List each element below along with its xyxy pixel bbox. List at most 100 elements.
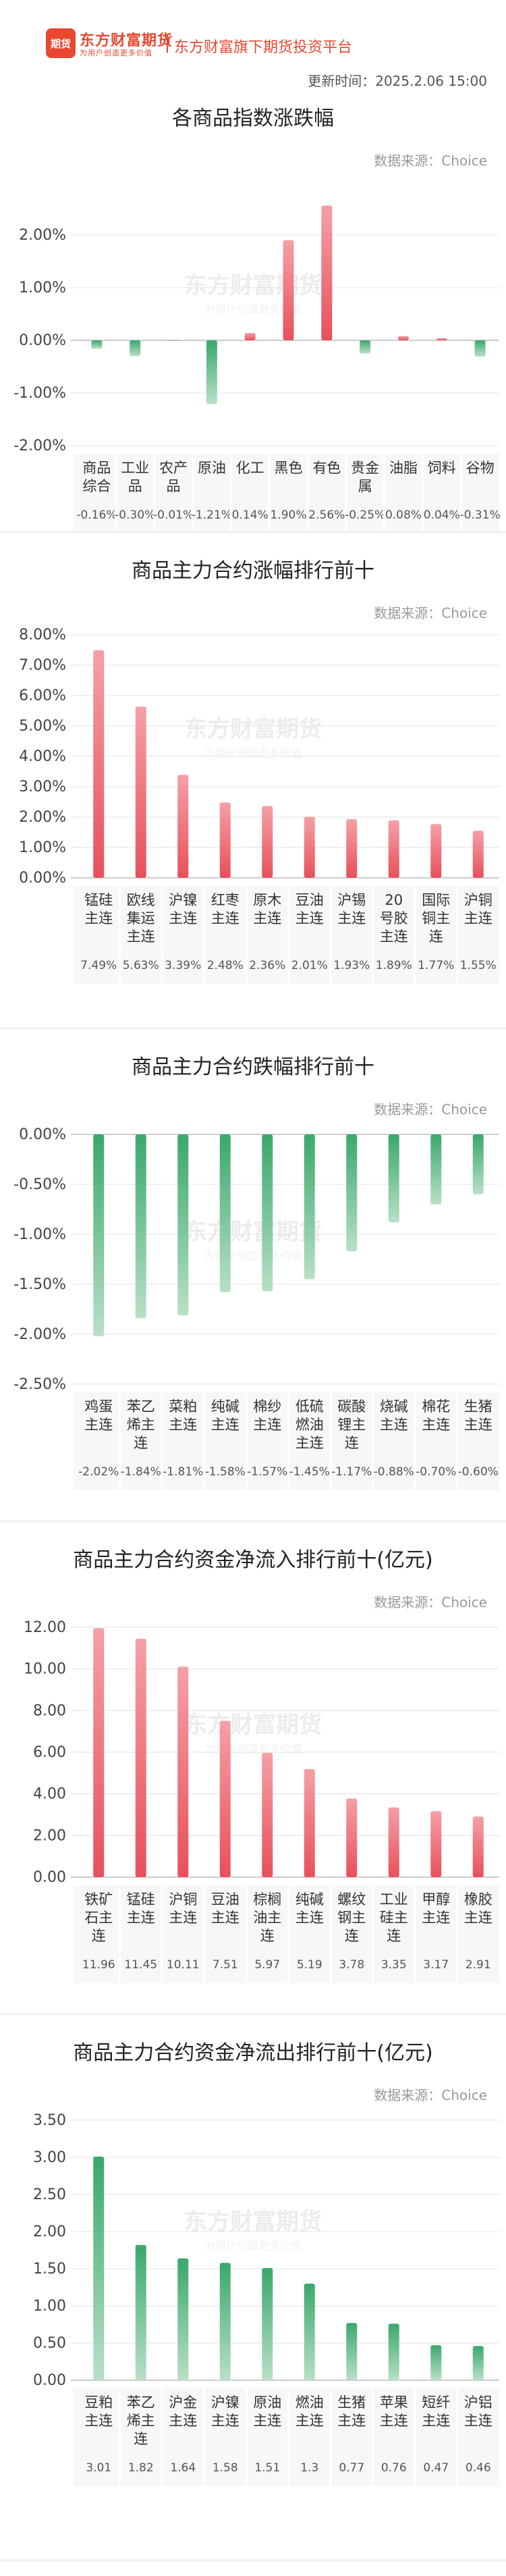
logo-slogan: 为用户创造更多价值 xyxy=(80,49,152,57)
value-label: 1.3 xyxy=(300,2461,318,2475)
y-tick-label: 12.00 xyxy=(24,1619,66,1636)
value-label: 5.19 xyxy=(297,1958,322,1972)
value-label: -1.58% xyxy=(205,1465,246,1479)
bar xyxy=(360,340,371,354)
value-label: 11.96 xyxy=(82,1958,115,1972)
y-tick-label: -2.00% xyxy=(13,1326,66,1343)
category-label: 碳酸锂主连 xyxy=(337,1398,366,1451)
chart-title: 商品主力合约资金净流入排行前十(亿元) xyxy=(73,1548,433,1572)
category-label: 烧碱主连 xyxy=(380,1398,408,1433)
category-label: 豆油主连 xyxy=(296,892,324,926)
data-source: 数据来源：Choice xyxy=(374,1101,487,1118)
watermark-slogan: 为用户创造更多价值 xyxy=(204,1249,302,1262)
value-label: 3.78 xyxy=(339,1958,364,1972)
value-label: -0.31% xyxy=(460,508,501,522)
bar xyxy=(472,831,484,878)
chart-section-3: 商品主力合约跌幅排行前十数据来源：Choice 东方财富期货为用户创造更多价值 -2… xyxy=(0,1030,506,1523)
y-tick-label: 6.00 xyxy=(33,1744,66,1761)
data-source: 数据来源：Choice xyxy=(374,1594,487,1610)
section-divider xyxy=(0,2013,506,2016)
bar xyxy=(346,1798,358,1877)
category-label: 橡胶主连 xyxy=(464,1891,493,1926)
chart-section-4: 商品主力合约资金净流入排行前十(亿元) 数据来源：Choice 东方财富期货 为用户创… xyxy=(0,1523,506,2016)
bottom-divider xyxy=(0,2559,506,2562)
bar xyxy=(472,2346,484,2380)
y-tick-label: 0.00% xyxy=(19,870,66,887)
value-label: 2.36% xyxy=(249,959,285,972)
value-label: 2.56% xyxy=(308,508,345,522)
category-label: 沪铜主连 xyxy=(169,1891,197,1926)
value-label: 1.64 xyxy=(170,2461,196,2475)
category-label: 红枣主连 xyxy=(211,892,240,926)
value-label: 0.77 xyxy=(339,2461,364,2475)
logo-badge: 期货 xyxy=(46,28,76,58)
bar xyxy=(304,2284,315,2380)
bar xyxy=(219,2263,231,2380)
bar xyxy=(388,1807,399,1877)
bar xyxy=(135,2244,146,2380)
y-tick-label: 2.50 xyxy=(33,2186,66,2203)
category-label: 农产品 xyxy=(159,460,188,494)
bar xyxy=(304,1134,315,1280)
chart-section-2: 商品主力合约涨幅排行前十 数据来源：Choice 东方财富期货 为用户创造更多价值 0.… xyxy=(0,533,506,1030)
bar xyxy=(177,774,189,878)
value-label: -0.30% xyxy=(115,508,155,522)
bar xyxy=(168,340,179,341)
bar xyxy=(283,240,294,340)
value-label: -1.21% xyxy=(192,508,232,522)
bar xyxy=(262,1752,273,1877)
category-label: 谷物 xyxy=(466,460,495,476)
y-tick-label: 10.00 xyxy=(24,1661,66,1678)
value-label: 7.49% xyxy=(80,959,117,972)
platform-name: 东方财富旗下期货投资平台 xyxy=(174,39,353,56)
value-label: 0.46 xyxy=(466,2461,491,2475)
bar xyxy=(436,338,447,340)
bar xyxy=(430,1134,442,1205)
label-table-bg xyxy=(74,1885,499,1983)
bar xyxy=(135,1638,146,1877)
bar xyxy=(388,2323,399,2380)
section-divider xyxy=(0,531,506,533)
chart-title: 商品主力合约跌幅排行前十 xyxy=(132,1055,374,1079)
bar xyxy=(206,340,217,404)
y-tick-label: -1.00% xyxy=(13,385,66,402)
y-tick-label: 6.00% xyxy=(19,687,66,704)
value-label: -0.25% xyxy=(345,508,385,522)
y-tick-label: -1.00% xyxy=(13,1226,66,1243)
bar xyxy=(135,706,146,878)
bar xyxy=(388,820,399,878)
value-label: 5.63% xyxy=(123,959,159,972)
y-tick-label: 3.00 xyxy=(33,2149,66,2166)
bar xyxy=(304,1768,315,1877)
category-label: 螺纹钢主连 xyxy=(337,1891,366,1944)
value-label: -0.70% xyxy=(416,1465,456,1479)
data-source: 数据来源：Choice xyxy=(374,605,487,621)
value-label: 3.39% xyxy=(165,959,201,972)
value-label: 3.17 xyxy=(423,1958,449,1972)
value-label: -1.81% xyxy=(163,1465,203,1479)
y-tick-label: 3.50 xyxy=(33,2112,66,2129)
category-label: 棉花主连 xyxy=(422,1398,450,1433)
category-label: 国际铜主连 xyxy=(422,892,450,945)
bar xyxy=(93,1134,105,1336)
y-tick-label: 2.00 xyxy=(33,2224,66,2240)
value-label: 1.77% xyxy=(418,959,454,972)
watermark-name: 东方财富期货 xyxy=(184,1218,322,1245)
logo-divider xyxy=(167,34,168,53)
category-label: 沪铝主连 xyxy=(464,2394,493,2429)
value-label: 0.14% xyxy=(232,508,269,522)
data-source: 数据来源：Choice xyxy=(374,2087,487,2103)
category-label: 欧线集运主连 xyxy=(127,892,155,945)
value-label: 1.90% xyxy=(270,508,306,522)
value-label: -0.16% xyxy=(76,508,117,522)
value-label: 3.01 xyxy=(86,2461,111,2475)
bar xyxy=(304,816,315,878)
category-label: 棉纱主连 xyxy=(253,1398,281,1433)
watermark-slogan: 为用户创造更多价值 xyxy=(204,747,302,760)
y-tick-label: 3.00% xyxy=(19,779,66,795)
category-label: 工业硅主连 xyxy=(380,1891,408,1944)
bar xyxy=(177,1666,189,1877)
y-tick-label: -0.50% xyxy=(13,1176,66,1193)
label-table-bg xyxy=(74,1392,499,1490)
